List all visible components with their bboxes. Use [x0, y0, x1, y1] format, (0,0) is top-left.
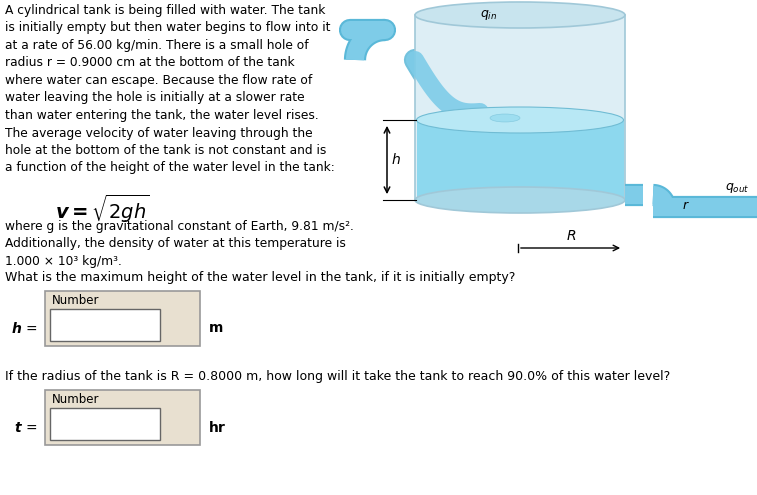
- Ellipse shape: [416, 107, 624, 133]
- Bar: [415, 15, 625, 200]
- Text: $q_{out}$: $q_{out}$: [725, 181, 749, 195]
- Text: If the radius of the tank is R = 0.8000 m, how long will it take the tank to rea: If the radius of the tank is R = 0.8000 …: [5, 370, 670, 383]
- Text: $\boldsymbol{h}$ =: $\boldsymbol{h}$ =: [11, 321, 37, 336]
- Bar: [45, 390, 200, 445]
- Text: where g is the gravitational constant of Earth, 9.81 m/s².
Additionally, the den: where g is the gravitational constant of…: [5, 220, 354, 268]
- Ellipse shape: [415, 2, 625, 28]
- Text: $\boldsymbol{v = \sqrt{2gh}}$: $\boldsymbol{v = \sqrt{2gh}}$: [55, 193, 150, 225]
- Text: Number: Number: [52, 393, 99, 406]
- Bar: [416, 120, 624, 200]
- Bar: [45, 291, 200, 346]
- Ellipse shape: [490, 114, 520, 122]
- Text: Number: Number: [52, 294, 99, 307]
- Text: $\mathbf{m}$: $\mathbf{m}$: [208, 321, 223, 336]
- Text: $\boldsymbol{t}$ =: $\boldsymbol{t}$ =: [14, 420, 37, 435]
- Ellipse shape: [415, 187, 625, 213]
- Text: r: r: [683, 199, 688, 212]
- Bar: [50, 408, 160, 440]
- Text: A cylindrical tank is being filled with water. The tank
is initially empty but t: A cylindrical tank is being filled with …: [5, 4, 335, 175]
- Bar: [50, 309, 160, 341]
- Text: R: R: [567, 229, 576, 243]
- Text: h: h: [392, 153, 400, 167]
- Text: $q_{in}$: $q_{in}$: [480, 8, 497, 22]
- Text: What is the maximum height of the water level in the tank, if it is initially em: What is the maximum height of the water …: [5, 271, 516, 284]
- Text: $\mathbf{hr}$: $\mathbf{hr}$: [208, 420, 226, 435]
